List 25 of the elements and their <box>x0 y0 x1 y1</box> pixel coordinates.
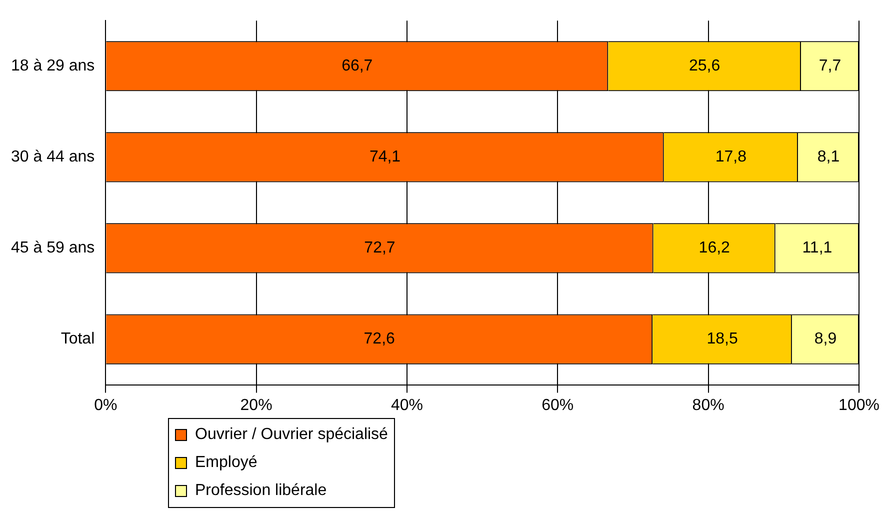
data-label: 11,1 <box>802 240 832 257</box>
x-tick-label: 40% <box>390 396 423 414</box>
legend-label: Ouvrier / Ouvrier spécialisé <box>195 426 388 444</box>
y-tick-label: 45 à 59 ans <box>11 240 95 257</box>
data-label: 66,7 <box>342 58 373 75</box>
legend-label: Profession libérale <box>195 482 327 500</box>
data-label: 7,7 <box>818 58 842 75</box>
data-label: 16,2 <box>698 240 730 257</box>
x-tick-label: 20% <box>240 396 272 414</box>
x-tick-label: 80% <box>692 396 724 414</box>
data-label: 72,7 <box>364 240 396 257</box>
data-label: 8,1 <box>817 148 840 166</box>
x-tick-label: 60% <box>542 396 574 414</box>
data-label: 25,6 <box>688 58 720 75</box>
data-label: 17,8 <box>715 148 747 166</box>
data-label: 72,6 <box>364 330 396 348</box>
y-tick-label: 30 à 44 ans <box>11 148 95 166</box>
x-tick-label: 100% <box>838 396 880 414</box>
y-tick-label: 18 à 29 ans <box>11 58 95 75</box>
x-tick-label: 0% <box>94 396 118 414</box>
y-tick-label: Total <box>60 330 95 348</box>
legend-label: Employé <box>195 454 258 472</box>
data-label: 74,1 <box>369 148 401 166</box>
data-label: 18,5 <box>706 330 738 348</box>
data-label: 8,9 <box>814 330 837 348</box>
